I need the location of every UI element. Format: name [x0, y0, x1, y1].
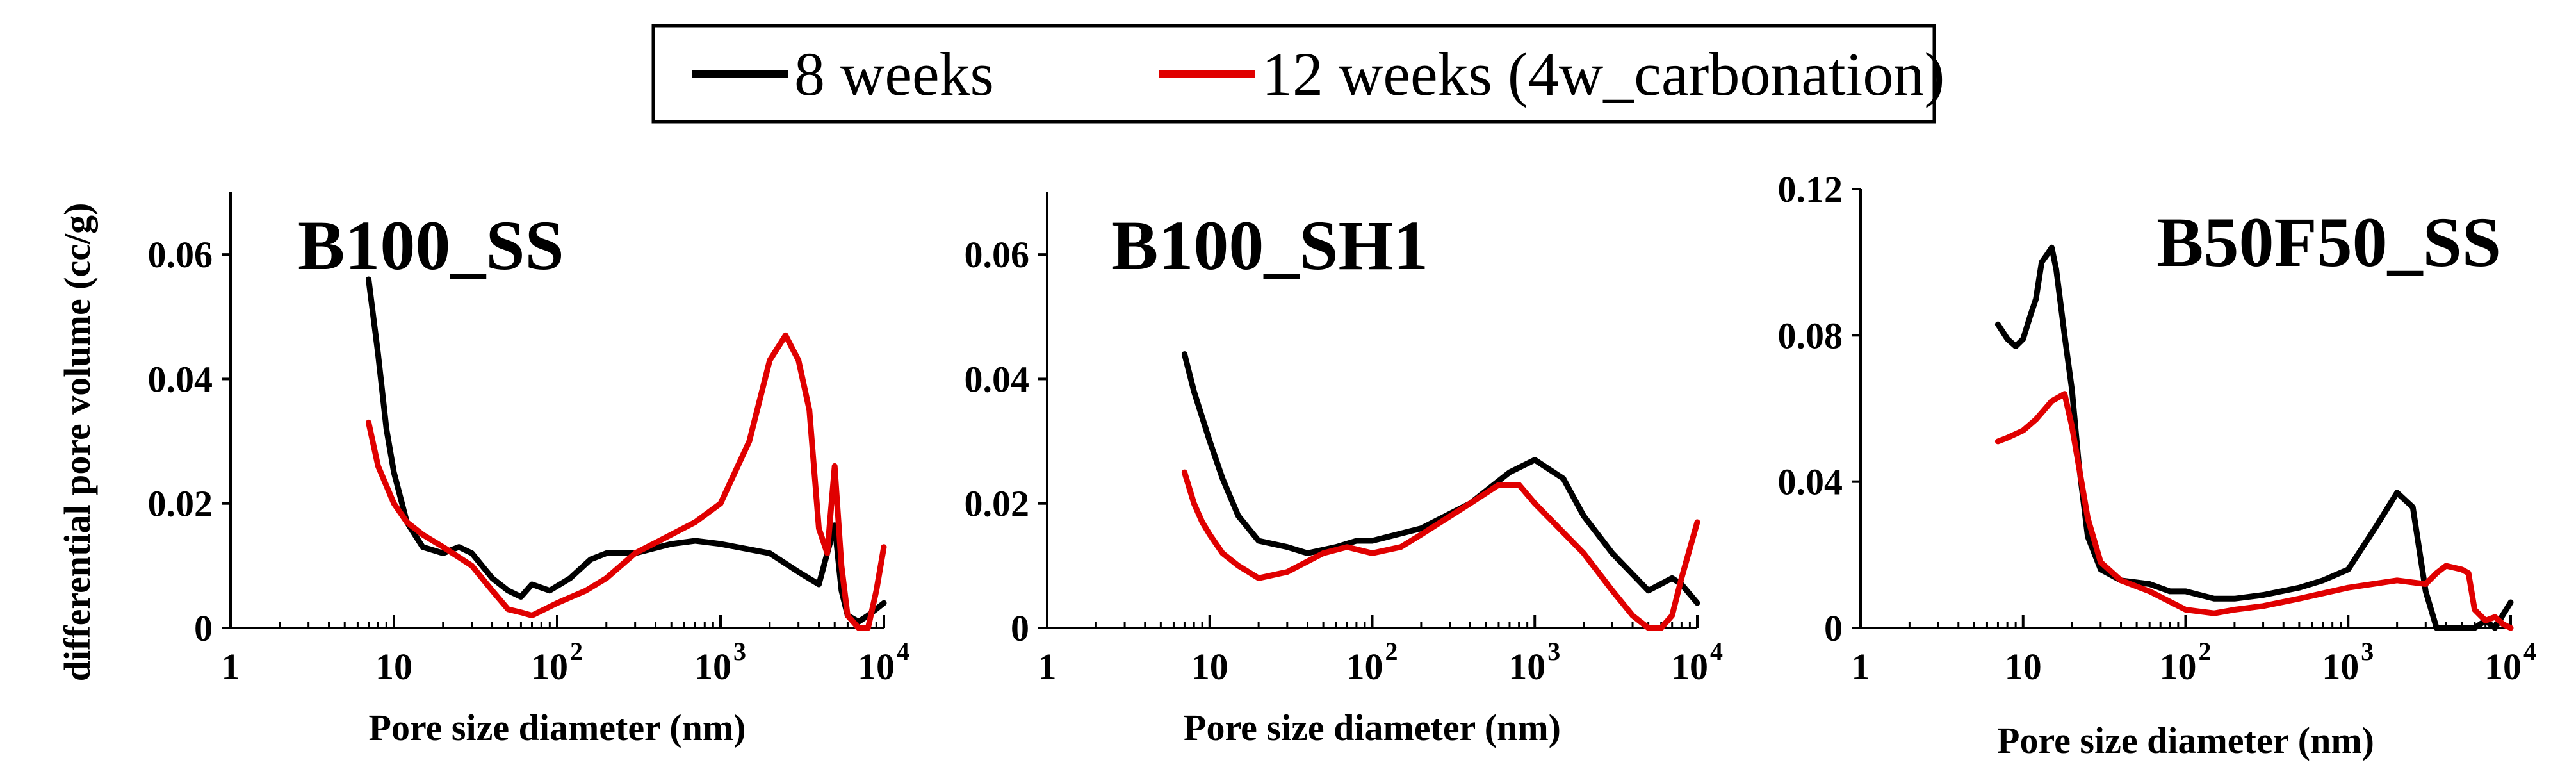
legend-label-8-weeks: 8 weeks: [794, 40, 994, 108]
x-tick-label: 1: [222, 646, 240, 688]
series-line-8-weeks: [1994, 244, 2514, 631]
x-tick-label: 10: [2005, 646, 2042, 688]
y-tick-label: 0.04: [1778, 461, 1843, 503]
y-tick-label: 0.06: [148, 234, 213, 276]
x-tick-label: 1: [1038, 646, 1057, 688]
panel-title: B100_SH1: [1111, 206, 1428, 284]
x-axis-title: Pore size diameter (nm): [1997, 720, 2374, 761]
x-tick-exponent: 2: [1385, 637, 1398, 666]
x-axis-title: Pore size diameter (nm): [369, 707, 746, 748]
x-tick-label: 10: [2484, 646, 2522, 688]
legend-box: [651, 24, 1936, 124]
x-tick-label: 10: [1508, 646, 1545, 688]
series-line-12-weeks: [366, 332, 887, 631]
x-tick-label: 10: [1191, 646, 1228, 688]
x-tick-exponent: 3: [733, 637, 746, 666]
x-tick-label: 10: [694, 646, 731, 688]
y-tick-label: 0.06: [965, 234, 1030, 276]
x-tick-exponent: 3: [2361, 637, 2374, 666]
legend: 8 weeks 12 weeks (4w_carbonation): [651, 24, 1944, 124]
x-axis-title: Pore size diameter (nm): [1184, 707, 1561, 748]
y-tick-label: 0.02: [148, 483, 213, 525]
y-tick-label: 0.04: [148, 358, 213, 400]
y-tick-label: 0: [1824, 607, 1843, 649]
x-tick-label: 1: [1852, 646, 1870, 688]
y-tick-label: 0.08: [1778, 315, 1843, 356]
y-tick-label: 0.12: [1778, 169, 1843, 210]
series-line-12-weeks: [1994, 391, 2514, 631]
x-tick-exponent: 3: [1547, 637, 1560, 666]
series-line-8-weeks: [366, 276, 887, 625]
panel-title: B100_SS: [298, 206, 564, 284]
x-tick-label: 10: [2322, 646, 2359, 688]
y-tick-label: 0: [1011, 607, 1029, 649]
series-line-12-weeks: [1181, 469, 1700, 631]
x-tick-exponent: 4: [2523, 637, 2536, 666]
x-tick-exponent: 4: [897, 637, 909, 666]
x-tick-label: 10: [1346, 646, 1383, 688]
panel-title: B50F50_SS: [2156, 203, 2501, 281]
legend-label-12-weeks: 12 weeks (4w_carbonation): [1262, 40, 1944, 108]
x-tick-label: 10: [531, 646, 568, 688]
x-tick-exponent: 4: [1710, 637, 1723, 666]
x-tick-label: 10: [858, 646, 895, 688]
y-axis-title: differential pore volume (cc/g): [56, 203, 98, 682]
x-tick-label: 10: [1671, 646, 1708, 688]
y-tick-label: 0.04: [965, 358, 1030, 400]
series-line-8-weeks: [1181, 351, 1700, 606]
y-tick-label: 0: [194, 607, 213, 649]
y-tick-label: 0.02: [965, 483, 1030, 525]
x-tick-exponent: 2: [570, 637, 583, 666]
x-tick-label: 10: [2160, 646, 2197, 688]
x-tick-exponent: 2: [2199, 637, 2212, 666]
x-tick-label: 10: [375, 646, 412, 688]
